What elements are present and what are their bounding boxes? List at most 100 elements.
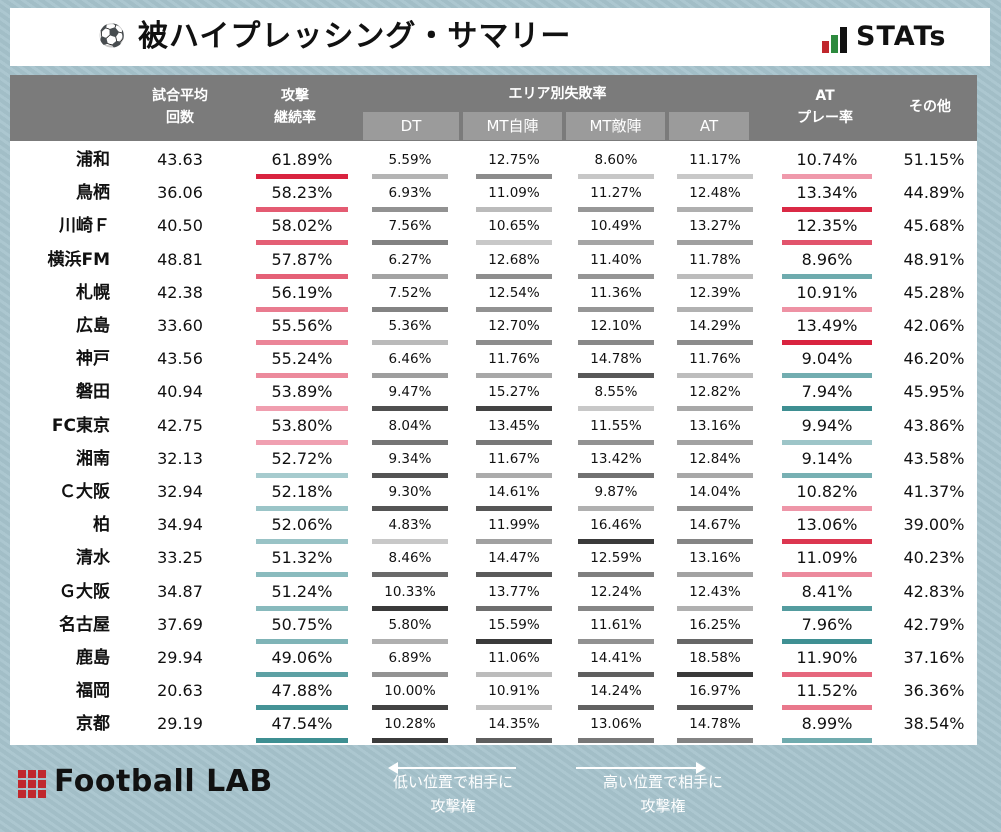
cell-mt-opp: 13.06% — [590, 716, 642, 733]
cell-mt-own: 11.99% — [488, 517, 540, 534]
bar-at — [677, 306, 753, 312]
bar-at — [677, 240, 753, 246]
table-row: 鹿島 29.94 49.06% 6.89% 11.06% 14.41% 18.58% 11.9… — [10, 645, 977, 678]
bar-at-play — [782, 705, 872, 711]
team-name: 鳥栖 — [76, 183, 110, 204]
header-dt: DT — [363, 112, 459, 140]
cell-mt-opp: 12.59% — [590, 550, 642, 567]
table-row: 浦和 43.63 61.89% 5.59% 12.75% 8.60% 11.17% 10.74… — [10, 147, 977, 180]
table-header: 試合平均 回数 攻撃 継続率 エリア別失敗率 DT MT自陣 MT敵陣 AT A… — [10, 75, 977, 141]
bar-at — [677, 406, 753, 412]
bar-dt — [372, 306, 448, 312]
cell-matches: 29.19 — [157, 714, 203, 734]
cell-mt-own: 13.77% — [488, 583, 540, 600]
cell-mt-opp: 11.55% — [590, 417, 642, 434]
cell-matches: 37.69 — [157, 614, 203, 634]
cell-continuation: 51.24% — [271, 581, 333, 601]
cell-mt-opp: 11.36% — [590, 284, 642, 301]
cell-dt: 6.89% — [388, 650, 432, 666]
header-other: その他 — [909, 99, 951, 115]
bar-mt-opp — [578, 406, 654, 412]
cell-at: 12.48% — [689, 185, 741, 202]
cell-at: 18.58% — [689, 650, 741, 666]
cell-dt: 10.28% — [384, 716, 436, 733]
low-position-note: 低い位置で相手に 攻撃権 — [392, 773, 513, 815]
cell-matches: 34.87 — [157, 581, 203, 601]
cell-dt: 9.34% — [388, 450, 432, 467]
football-lab-grid-icon — [18, 770, 46, 798]
table-row: FC東京 42.75 53.80% 8.04% 13.45% 11.55% 13.16% 9.… — [10, 413, 977, 446]
team-name: Ｃ大阪 — [59, 482, 110, 502]
cell-at: 14.04% — [689, 484, 741, 500]
cell-at-play: 9.04% — [801, 349, 853, 369]
cell-dt: 5.36% — [388, 318, 432, 334]
bar-at — [677, 738, 753, 744]
cell-mt-opp: 9.87% — [594, 484, 638, 500]
bar-at-play — [782, 472, 872, 478]
cell-at: 11.17% — [689, 152, 741, 168]
cell-at: 16.97% — [689, 683, 741, 700]
team-name: 札幌 — [76, 282, 110, 303]
cell-continuation: 61.89% — [271, 150, 333, 169]
table-row: Ｇ大阪 34.87 51.24% 10.33% 13.77% 12.24% 12.43% 8.… — [10, 579, 977, 612]
cell-dt: 6.46% — [388, 351, 432, 368]
cell-continuation: 55.24% — [271, 349, 333, 369]
team-name: 浦和 — [76, 150, 110, 170]
bar-at — [677, 572, 753, 578]
bar-mt-own — [476, 207, 552, 213]
bar-mt-opp — [578, 738, 654, 744]
cell-other: 40.23% — [903, 548, 965, 568]
table-row: 湘南 32.13 52.72% 9.34% 11.67% 13.42% 12.84% 9.14… — [10, 446, 977, 479]
cell-other: 46.20% — [903, 349, 965, 369]
table-row: 横浜FM 48.81 57.87% 6.27% 12.68% 11.40% 11.78% 8.… — [10, 247, 977, 280]
cell-continuation: 55.56% — [271, 316, 333, 335]
cell-continuation: 56.19% — [271, 282, 333, 302]
cell-other: 43.86% — [903, 415, 965, 435]
cell-mt-opp: 11.61% — [590, 616, 642, 633]
bar-continuation — [256, 705, 348, 711]
table-row: 札幌 42.38 56.19% 7.52% 12.54% 11.36% 12.39% 10.9… — [10, 280, 977, 313]
bar-mt-opp — [578, 174, 654, 179]
bar-mt-opp — [578, 506, 654, 511]
bar-at — [677, 638, 753, 644]
cell-other: 36.36% — [903, 681, 965, 701]
cell-at-play: 11.09% — [796, 548, 858, 568]
bar-continuation — [256, 439, 348, 445]
cell-at: 14.78% — [689, 716, 741, 733]
cell-other: 45.28% — [903, 282, 965, 302]
cell-at-play: 11.90% — [796, 648, 858, 667]
team-name: 名古屋 — [59, 614, 110, 635]
cell-at: 12.39% — [689, 284, 741, 301]
bar-at — [677, 605, 753, 611]
bar-mt-own — [476, 174, 552, 179]
table-row: Ｃ大阪 32.94 52.18% 9.30% 14.61% 9.87% 14.04% 10.8… — [10, 479, 977, 512]
team-name: 清水 — [76, 548, 110, 569]
cell-dt: 7.56% — [388, 218, 432, 235]
cell-dt: 8.46% — [388, 550, 432, 567]
bar-mt-own — [476, 240, 552, 246]
bar-mt-own — [476, 605, 552, 611]
bar-continuation — [256, 340, 348, 345]
cell-mt-opp: 8.60% — [594, 152, 638, 168]
cell-matches: 43.63 — [157, 150, 203, 169]
cell-at-play: 13.49% — [796, 316, 858, 335]
cell-mt-own: 12.75% — [488, 152, 540, 168]
bar-continuation — [256, 672, 348, 677]
bar-dt — [372, 572, 448, 578]
cell-at-play: 11.52% — [796, 681, 858, 701]
header-at: AT — [669, 112, 749, 140]
bar-continuation — [256, 174, 348, 179]
bar-at-play — [782, 738, 872, 744]
cell-dt: 8.04% — [388, 417, 432, 434]
arrow-left-icon — [388, 762, 398, 774]
table-row: 川崎Ｆ 40.50 58.02% 7.56% 10.65% 10.49% 13.27% 12.… — [10, 213, 977, 246]
cell-continuation: 53.89% — [271, 382, 333, 402]
bar-at — [677, 539, 753, 545]
bar-dt — [372, 672, 448, 677]
cell-mt-opp: 12.24% — [590, 583, 642, 600]
bar-mt-own — [476, 638, 552, 644]
cell-mt-opp: 13.42% — [590, 450, 642, 467]
cell-other: 44.89% — [903, 183, 965, 203]
cell-continuation: 49.06% — [271, 648, 333, 667]
bar-at — [677, 273, 753, 279]
